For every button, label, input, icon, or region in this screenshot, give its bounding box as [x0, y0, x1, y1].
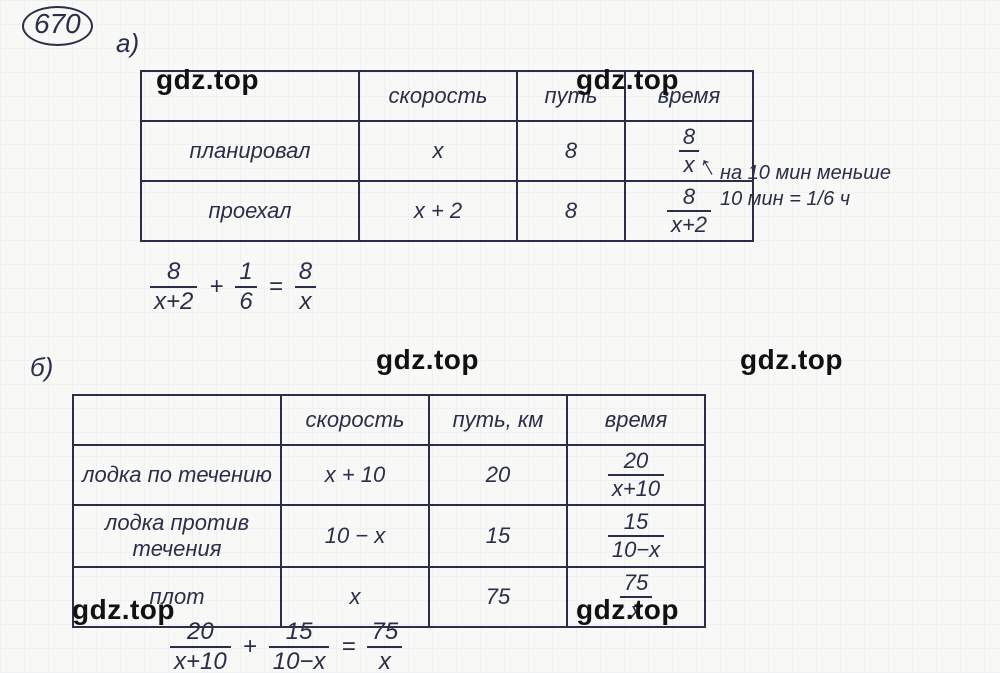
watermark: gdz.top: [740, 344, 843, 376]
page: 670 а) скорость путь время планировал x …: [0, 0, 1000, 673]
watermark: gdz.top: [376, 344, 479, 376]
fraction: 8 x: [295, 260, 316, 314]
cell-path: 8: [517, 181, 625, 241]
part-a-label: а): [116, 28, 139, 59]
fraction: 75 x: [367, 620, 402, 673]
annotation-line: на 10 мин меньше: [720, 160, 980, 186]
cell-path: 8: [517, 121, 625, 181]
table-header: [73, 395, 281, 445]
table-b: скорость путь, км время лодка по течению…: [72, 394, 706, 628]
annotation: на 10 мин меньше 10 мин = 1/6 ч: [720, 160, 980, 212]
op-eq: =: [269, 273, 283, 301]
cell-path: 15: [429, 505, 567, 567]
watermark: gdz.top: [576, 594, 679, 626]
table-row: проехал x + 2 8 8 x+2: [141, 181, 753, 241]
fraction: 1 6: [235, 260, 256, 314]
equation-a: 8 x+2 + 1 6 = 8 x: [150, 260, 316, 314]
op-plus: +: [209, 273, 223, 301]
fraction: 20 x+10: [608, 450, 664, 500]
row-label: лодка по течению: [73, 445, 281, 505]
op-plus: +: [243, 633, 257, 661]
row-label: планировал: [141, 121, 359, 181]
cell-time: 20 x+10: [567, 445, 705, 505]
fraction: 20 x+10: [170, 620, 231, 673]
table-header: скорость: [281, 395, 429, 445]
cell-speed: x + 2: [359, 181, 517, 241]
table-row: планировал x 8 8 x: [141, 121, 753, 181]
part-b-label: б): [30, 352, 53, 383]
annotation-line: 10 мин = 1/6 ч: [720, 186, 980, 212]
row-label: лодка против течения: [73, 505, 281, 567]
cell-time: 15 10−x: [567, 505, 705, 567]
op-eq: =: [341, 633, 355, 661]
fraction: 15 10−x: [608, 511, 664, 561]
cell-speed: x + 10: [281, 445, 429, 505]
equation-b: 20 x+10 + 15 10−x = 75 x: [170, 620, 402, 673]
fraction: 8 x+2: [667, 186, 711, 236]
row-label: проехал: [141, 181, 359, 241]
cell-path: 75: [429, 567, 567, 627]
table-header: путь, км: [429, 395, 567, 445]
watermark: gdz.top: [72, 594, 175, 626]
table-row: лодка по течению x + 10 20 20 x+10: [73, 445, 705, 505]
problem-number: 670: [22, 6, 93, 46]
watermark: gdz.top: [576, 64, 679, 96]
table-header: скорость: [359, 71, 517, 121]
fraction: 8 x+2: [150, 260, 197, 314]
fraction: 15 10−x: [269, 620, 330, 673]
cell-speed: x: [359, 121, 517, 181]
table-row: лодка против течения 10 − x 15 15 10−x: [73, 505, 705, 567]
table-row: скорость путь, км время: [73, 395, 705, 445]
problem-number-value: 670: [22, 6, 93, 46]
watermark: gdz.top: [156, 64, 259, 96]
fraction: 8 x: [679, 126, 699, 176]
cell-speed: 10 − x: [281, 505, 429, 567]
table-header: время: [567, 395, 705, 445]
cell-path: 20: [429, 445, 567, 505]
